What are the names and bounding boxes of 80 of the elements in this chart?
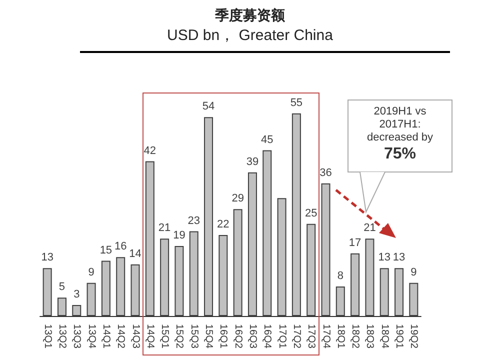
x-tick-label: 14Q2 — [115, 324, 126, 349]
bar — [321, 183, 330, 316]
bar — [262, 150, 272, 316]
x-tick-label: 13Q2 — [56, 324, 68, 349]
x-tick-label: 14Q3 — [130, 324, 141, 349]
data-label: 22 — [217, 218, 230, 230]
bar — [409, 282, 418, 316]
data-label: 25 — [304, 207, 318, 220]
data-label: 36 — [320, 166, 332, 179]
data-label: 42 — [144, 144, 156, 157]
bar — [101, 260, 110, 316]
bar — [86, 282, 96, 316]
x-tick-label: 14Q4 — [144, 324, 156, 349]
data-label: 9 — [410, 266, 417, 278]
annotation: 2019H1 vs 2017H1: decreased by 75% — [366, 106, 434, 162]
bar — [248, 172, 257, 316]
x-tick-label: 14Q1 — [100, 324, 112, 349]
bar — [292, 113, 301, 316]
data-label: 23 — [188, 214, 200, 227]
x-tick-label: 18Q4 — [378, 324, 390, 349]
bar — [365, 238, 374, 316]
x-tick-label: 15Q3 — [188, 324, 200, 349]
data-label: 54 — [202, 100, 215, 113]
data-label: 13 — [378, 252, 390, 264]
bar — [218, 234, 228, 316]
x-tick-label: 16Q2 — [232, 324, 244, 349]
bar — [336, 286, 345, 316]
data-label: 3 — [74, 288, 80, 300]
data-label: 8 — [337, 270, 344, 282]
bar — [160, 238, 170, 316]
bar — [306, 224, 316, 316]
data-label: 14 — [129, 248, 142, 260]
x-tick-label: 15Q1 — [159, 324, 170, 349]
data-label: 15 — [100, 244, 112, 256]
data-label: 9 — [88, 266, 94, 278]
x-tick-label: 17Q4 — [320, 324, 332, 349]
x-tick-label: 13Q3 — [71, 324, 82, 349]
data-label: 39 — [246, 156, 259, 168]
x-tick-label: 17Q2 — [290, 324, 302, 349]
data-label: 29 — [232, 192, 244, 205]
x-tick-label: 13Q1 — [42, 324, 53, 349]
x-tick-label: 17Q1 — [276, 324, 288, 349]
x-tick-label: 16Q3 — [246, 324, 258, 349]
data-label: 21 — [364, 222, 376, 234]
data-label: 5 — [58, 281, 66, 294]
bar — [130, 264, 140, 316]
bar — [145, 161, 154, 316]
x-tick-label: 18Q2 — [350, 324, 361, 349]
x-tick-label: 17Q3 — [306, 324, 317, 349]
data-label: 19 — [173, 230, 186, 242]
bar — [174, 246, 184, 316]
x-tick-label: 19Q1 — [394, 324, 405, 349]
data-label: 16 — [114, 240, 127, 253]
bar — [204, 117, 214, 316]
x-tick-label: 16Q4 — [262, 324, 273, 349]
bar — [57, 298, 66, 316]
bar — [394, 268, 404, 316]
chart-subtitle: USD bn， Greater China — [167, 27, 334, 44]
chart-title: 季度募资额 — [214, 7, 286, 23]
bar — [72, 304, 82, 316]
data-label: 13 — [392, 252, 406, 264]
x-tick-label: 15Q2 — [174, 324, 185, 349]
bar — [380, 268, 389, 316]
data-label: 13 — [41, 252, 54, 264]
data-label: 45 — [261, 134, 274, 146]
data-label: 17 — [348, 236, 362, 249]
bar — [350, 253, 360, 316]
x-tick-label: 19Q2 — [408, 324, 420, 349]
bar — [116, 257, 126, 316]
bar — [277, 198, 286, 316]
x-tick-label: 18Q1 — [334, 324, 346, 349]
bar — [189, 231, 198, 316]
x-tick-label: 13Q4 — [86, 324, 97, 349]
data-label: 21 — [158, 222, 171, 234]
bar — [233, 209, 242, 316]
x-tick-label: 18Q3 — [364, 324, 376, 349]
x-tick-label: 16Q1 — [218, 324, 229, 349]
x-tick-label: 15Q4 — [203, 324, 214, 349]
data-label: 55 — [290, 96, 303, 109]
bar — [42, 268, 52, 316]
